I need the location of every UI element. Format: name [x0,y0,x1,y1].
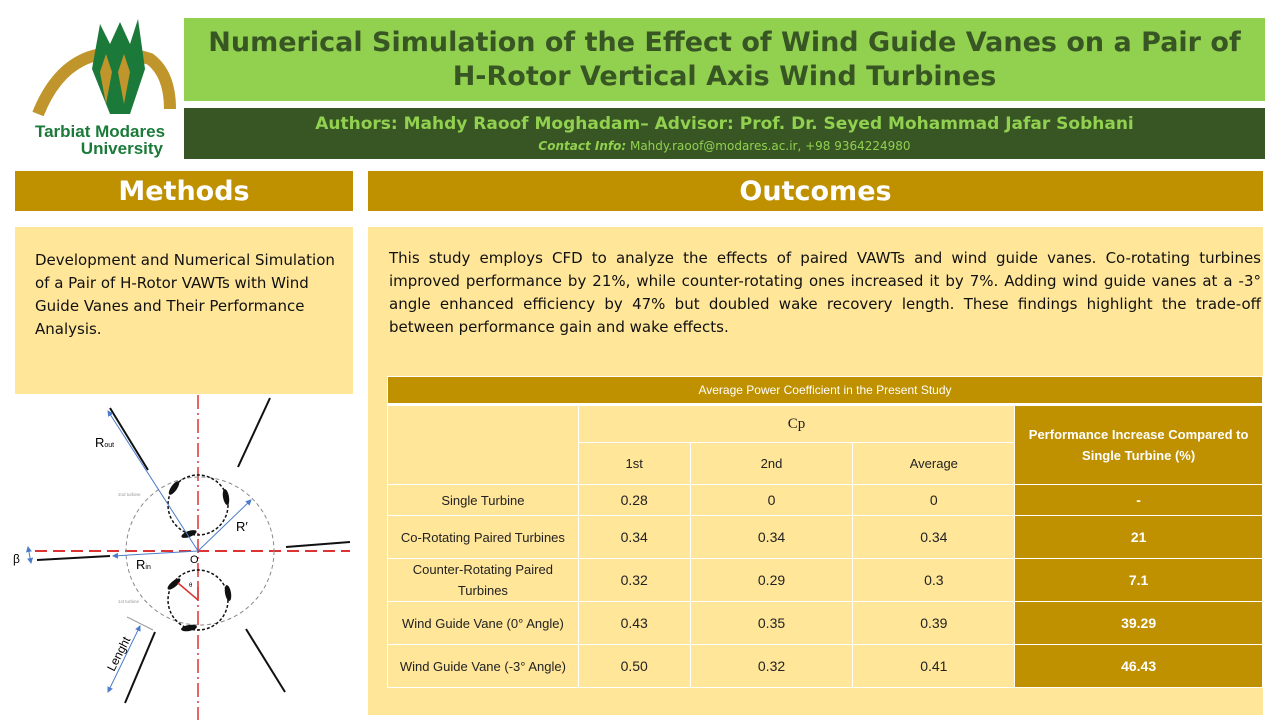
cp-average: 0.3 [852,558,1016,602]
length-label: Lenght [104,634,133,674]
cp-average: 0.39 [852,601,1016,645]
logo-text-line1: Tarbiat Modares [35,122,165,141]
row-label: Wind Guide Vane (0° Angle) [387,601,579,645]
cp-2nd: 0.34 [689,515,854,559]
table-row: Single Turbine 0.28 0 0- [387,484,1263,516]
sub-header-2nd: 2nd [689,442,854,485]
cp-2nd: 0 [689,484,854,516]
outcomes-text: This study employs CFD to analyze the ef… [389,249,1261,336]
row-label: Co-Rotating Paired Turbines [387,515,579,559]
contact-value: Mahdy.raoof@modares.ac.ir, +98 936422498… [626,139,911,153]
performance-increase: 39.29 [1014,601,1263,645]
dimension-arrows [25,410,252,693]
r-in-label: Rin [136,557,151,572]
second-turbine-label: 2nd turbine [118,492,141,497]
r-prime-label: R′ [236,519,248,534]
cp-header: Cp [577,404,1016,443]
turbine-layout-diagram: Rout R′ Rin O β θ 2nd turbine 1st turbin… [13,395,351,720]
first-turbine-label: 1st turbine [118,599,140,604]
second-turbine-rotor [167,474,229,536]
performance-increase: 7.1 [1014,558,1263,602]
performance-increase: 46.43 [1014,644,1263,688]
empty-header-cell [387,404,579,485]
outcomes-heading: Outcomes [368,171,1263,211]
methods-heading: Methods [15,171,353,211]
performance-increase: - [1014,484,1263,516]
cp-2nd: 0.29 [689,558,854,602]
guide-vanes [36,397,351,704]
r-out-label: Rout [95,435,114,450]
cp-2nd: 0.35 [689,601,854,645]
cp-1st: 0.32 [577,558,691,602]
methods-text: Development and Numerical Simulation of … [15,227,353,394]
cp-average: 0 [852,484,1016,516]
authors-line: Authors: Mahdy Raoof Moghadam– Advisor: … [315,114,1134,134]
cp-1st: 0.43 [577,601,691,645]
university-logo: Tarbiat Modares University [32,19,176,158]
sub-header-average: Average [852,442,1016,485]
performance-header: Performance Increase Compared to Single … [1014,404,1263,485]
cp-2nd: 0.32 [689,644,854,688]
origin-label: O [190,554,199,566]
table-row: Wind Guide Vane (-3° Angle) 0.50 0.32 0.41 4… [387,644,1263,688]
cp-1st: 0.34 [577,515,691,559]
cp-average: 0.34 [852,515,1016,559]
authors-banner: Authors: Mahdy Raoof Moghadam– Advisor: … [184,108,1265,159]
contact-label: Contact Info: [538,139,627,153]
cp-average: 0.41 [852,644,1016,688]
table-row: Counter-Rotating Paired Turbines 0.32 0.29… [387,558,1263,602]
cp-1st: 0.50 [577,644,691,688]
poster-title: Numerical Simulation of the Effect of Wi… [184,18,1265,101]
table-row: Wind Guide Vane (0° Angle) 0.43 0.35 0.39 39… [387,601,1263,645]
row-label: Wind Guide Vane (-3° Angle) [387,644,579,688]
contact-line: Contact Info: Mahdy.raoof@modares.ac.ir,… [184,139,1265,153]
beta-label: β [13,552,20,566]
row-label: Counter-Rotating Paired Turbines [387,558,579,602]
power-coefficient-table: Average Power Coefficient in the Present… [387,376,1263,688]
performance-increase: 21 [1014,515,1263,559]
table-title: Average Power Coefficient in the Present… [387,376,1263,406]
logo-text-line2: University [81,139,164,158]
cp-1st: 0.28 [577,484,691,516]
sub-header-1st: 1st [577,442,691,485]
theta-label: θ [189,583,193,589]
row-label: Single Turbine [387,484,579,516]
table-row: Co-Rotating Paired Turbines 0.34 0.34 0.34 2… [387,515,1263,559]
outer-circle [125,476,275,626]
turbine-blades [167,481,232,632]
